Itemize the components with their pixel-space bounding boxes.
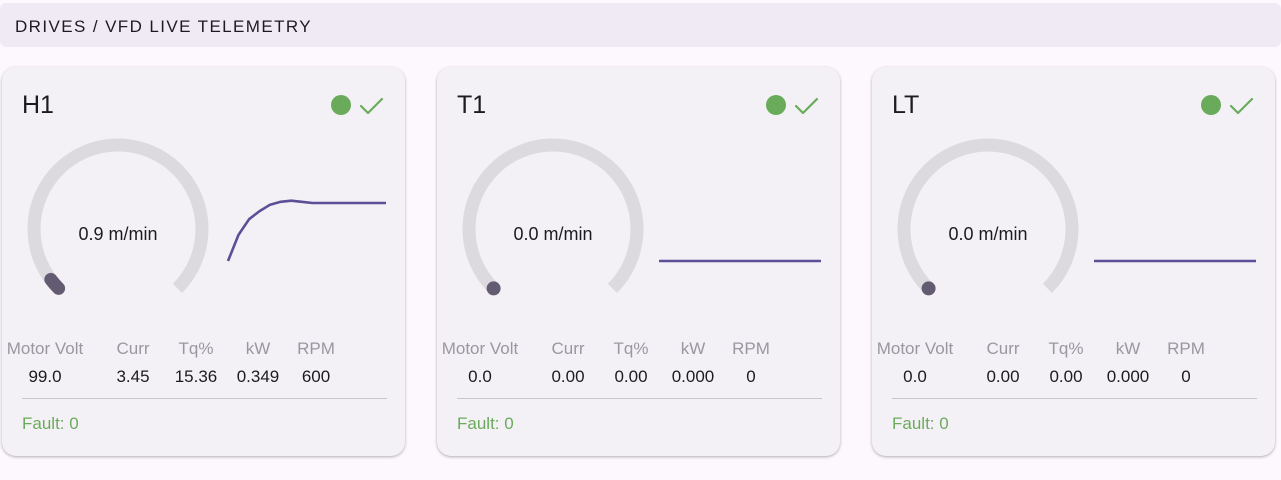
section-header: DRIVES / VFD LIVE TELEMETRY [0, 3, 1281, 47]
metric-label: Motor Volt [876, 339, 954, 358]
metric-value: 0 [746, 367, 756, 386]
gauge-indicator [486, 281, 501, 296]
metric-label: Tq% [178, 339, 214, 358]
speed-gauge [897, 138, 1079, 296]
fault-status: Fault: 0 [22, 414, 79, 433]
drive-name: T1 [457, 91, 487, 119]
check-icon [359, 97, 384, 115]
metric-value: 99.0 [28, 367, 62, 386]
speed-value: 0.9 m/min [78, 224, 158, 244]
metric-label: RPM [732, 339, 770, 358]
metric-value: 0.000 [1106, 367, 1150, 386]
metric-label: RPM [297, 339, 335, 358]
metric-value: 0.00 [551, 367, 585, 386]
status-dot [331, 95, 351, 115]
metric-value: 0 [1181, 367, 1191, 386]
drive-name: H1 [22, 91, 54, 119]
divider [22, 398, 387, 399]
metric-value: 0.00 [986, 367, 1020, 386]
check-icon [1229, 97, 1254, 115]
metric-value: 3.45 [116, 367, 150, 386]
gauge-track [27, 138, 209, 293]
metric-value: 0.000 [671, 367, 715, 386]
speed-value: 0.0 m/min [948, 224, 1028, 244]
gauge-indicator [921, 281, 936, 296]
drive-card-h1: H1 0.9 m/min Motor Volt 99.0 Curr 3.45 Tq% 15.3… [2, 67, 405, 456]
check-icon [794, 97, 819, 115]
speed-trend-chart [1094, 259, 1256, 263]
drive-card-lt: LT 0.0 m/min Motor Volt 0.0 Curr 0.00 Tq% 0.00 k… [872, 67, 1275, 456]
metric-label: kW [680, 339, 706, 358]
metric-label: kW [1115, 339, 1141, 358]
metric-label: Tq% [613, 339, 649, 358]
gauge-fill [44, 272, 66, 295]
speed-gauge [27, 138, 209, 295]
speed-trend-chart [659, 259, 821, 263]
metric-label: Motor Volt [441, 339, 519, 358]
gauge-track [897, 138, 1079, 293]
metric-value: 15.36 [174, 367, 218, 386]
drive-name: LT [892, 91, 920, 119]
metric-label: Tq% [1048, 339, 1084, 358]
metric-label: Curr [116, 339, 150, 358]
gauge-track [462, 138, 644, 293]
status-dot [1201, 95, 1221, 115]
metric-value: 0.0 [903, 367, 927, 386]
metric-label: Curr [986, 339, 1020, 358]
metric-value: 0.349 [236, 367, 280, 386]
section-title: DRIVES / VFD LIVE TELEMETRY [15, 17, 312, 36]
metric-value: 0.0 [468, 367, 492, 386]
status-dot [766, 95, 786, 115]
metric-label: kW [245, 339, 271, 358]
metric-label: Curr [551, 339, 585, 358]
drive-card-t1: T1 0.0 m/min Motor Volt 0.0 Curr 0.00 Tq% 0.00 k… [437, 67, 840, 456]
speed-gauge [462, 138, 644, 296]
trend-line [226, 199, 386, 262]
metric-label: Motor Volt [6, 339, 84, 358]
speed-value: 0.0 m/min [513, 224, 593, 244]
metric-label: RPM [1167, 339, 1205, 358]
fault-status: Fault: 0 [457, 414, 514, 433]
divider [892, 398, 1257, 399]
metric-value: 0.00 [614, 367, 648, 386]
metric-value: 0.00 [1049, 367, 1083, 386]
fault-status: Fault: 0 [892, 414, 949, 433]
divider [457, 398, 822, 399]
speed-trend-chart [226, 199, 386, 262]
metric-value: 600 [301, 367, 331, 386]
